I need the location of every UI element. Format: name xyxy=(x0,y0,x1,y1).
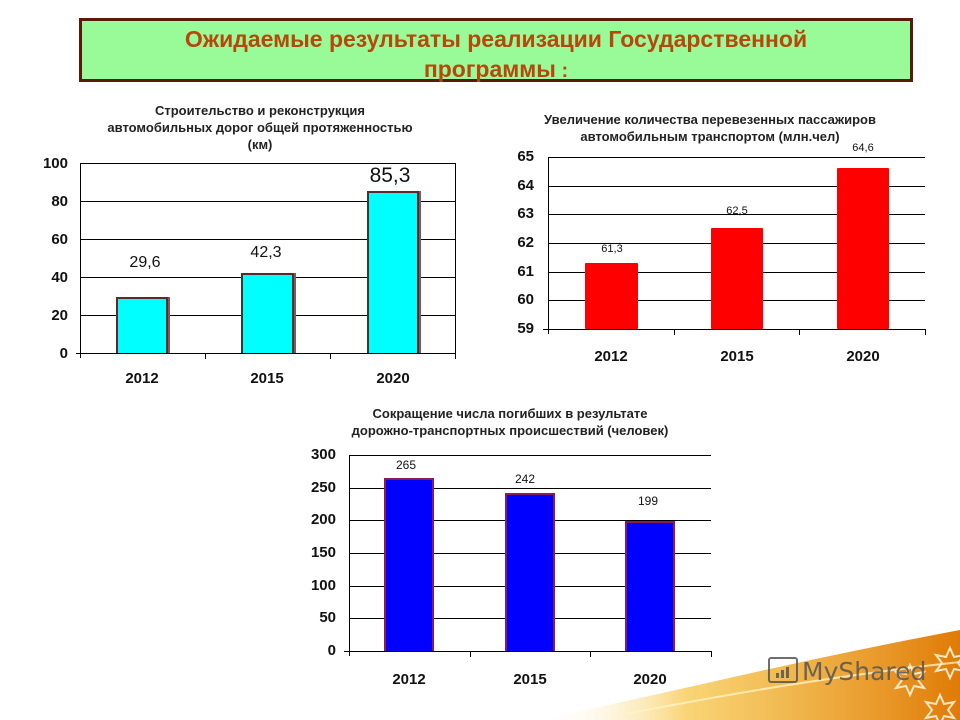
chart-title: Сокращение числа погибших в результате д… xyxy=(351,406,669,438)
chart-title: Строительство и реконструкция автомобиль… xyxy=(107,103,413,152)
y-tick-label: 60 xyxy=(517,291,534,308)
bar-2012 xyxy=(384,478,434,651)
x-tick-label: 2020 xyxy=(376,370,410,387)
y-tick-label: 0 xyxy=(59,345,68,362)
y-tick-label: 250 xyxy=(310,479,336,496)
y-tick-label: 20 xyxy=(51,307,68,324)
y-tick-label: 60 xyxy=(51,231,68,248)
value-label: 64,6 xyxy=(852,142,874,154)
y-tick-label: 40 xyxy=(51,269,68,286)
y-axis xyxy=(80,163,81,358)
bar-2012 xyxy=(116,297,168,353)
bar-2015 xyxy=(241,273,294,353)
watermark: MyShared xyxy=(768,657,926,686)
x-tick-label: 2012 xyxy=(594,348,628,365)
bar-2020 xyxy=(367,191,419,353)
bar-2015 xyxy=(505,493,555,651)
y-tick-label: 63 xyxy=(517,205,534,222)
page-title-box: Ожидаемые результаты реализации Государс… xyxy=(79,18,913,82)
y-tick-label: 80 xyxy=(51,193,68,210)
x-axis xyxy=(543,329,925,330)
y-axis xyxy=(548,157,549,334)
y-tick-label: 200 xyxy=(310,511,336,528)
x-tick-label: 2020 xyxy=(633,671,667,688)
value-label: 85,3 xyxy=(369,164,411,187)
x-axis xyxy=(344,651,711,652)
decorative-swoosh xyxy=(540,600,960,720)
y-tick-label: 0 xyxy=(327,642,336,659)
x-tick-label: 2012 xyxy=(125,370,159,387)
presentation-board-icon xyxy=(768,657,798,683)
value-label: 265 xyxy=(395,458,417,472)
value-label: 199 xyxy=(637,494,659,508)
bar-2015 xyxy=(711,228,763,329)
x-tick-label: 2020 xyxy=(846,348,880,365)
bar-2012 xyxy=(585,263,638,329)
x-axis xyxy=(76,353,455,354)
star-icon xyxy=(893,645,960,720)
page-title: Ожидаемые результаты реализации Государс… xyxy=(184,26,808,82)
y-axis xyxy=(349,455,350,656)
value-label: 42,3 xyxy=(250,244,282,261)
y-tick-label: 100 xyxy=(42,155,68,172)
value-label: 61,3 xyxy=(601,243,623,255)
y-tick-label: 100 xyxy=(310,577,336,594)
y-tick-label: 61 xyxy=(517,263,534,280)
y-tick-label: 65 xyxy=(517,148,534,165)
x-tick-label: 2015 xyxy=(720,348,754,365)
y-tick-label: 64 xyxy=(517,177,534,194)
y-tick-label: 300 xyxy=(310,446,336,463)
bar-2020 xyxy=(625,521,675,651)
x-tick-label: 2015 xyxy=(250,370,284,387)
value-label: 29,6 xyxy=(129,254,161,271)
bar-2020 xyxy=(837,168,889,329)
y-tick-label: 150 xyxy=(310,544,336,561)
y-tick-label: 62 xyxy=(517,234,534,251)
x-tick-label: 2012 xyxy=(392,671,426,688)
chart-title: Увеличение количества перевезенных пасса… xyxy=(544,112,876,144)
x-tick-label: 2015 xyxy=(513,671,547,688)
value-label: 242 xyxy=(514,472,536,486)
y-tick-label: 59 xyxy=(517,320,534,337)
y-tick-label: 50 xyxy=(319,609,336,626)
value-label: 62,5 xyxy=(726,205,748,217)
